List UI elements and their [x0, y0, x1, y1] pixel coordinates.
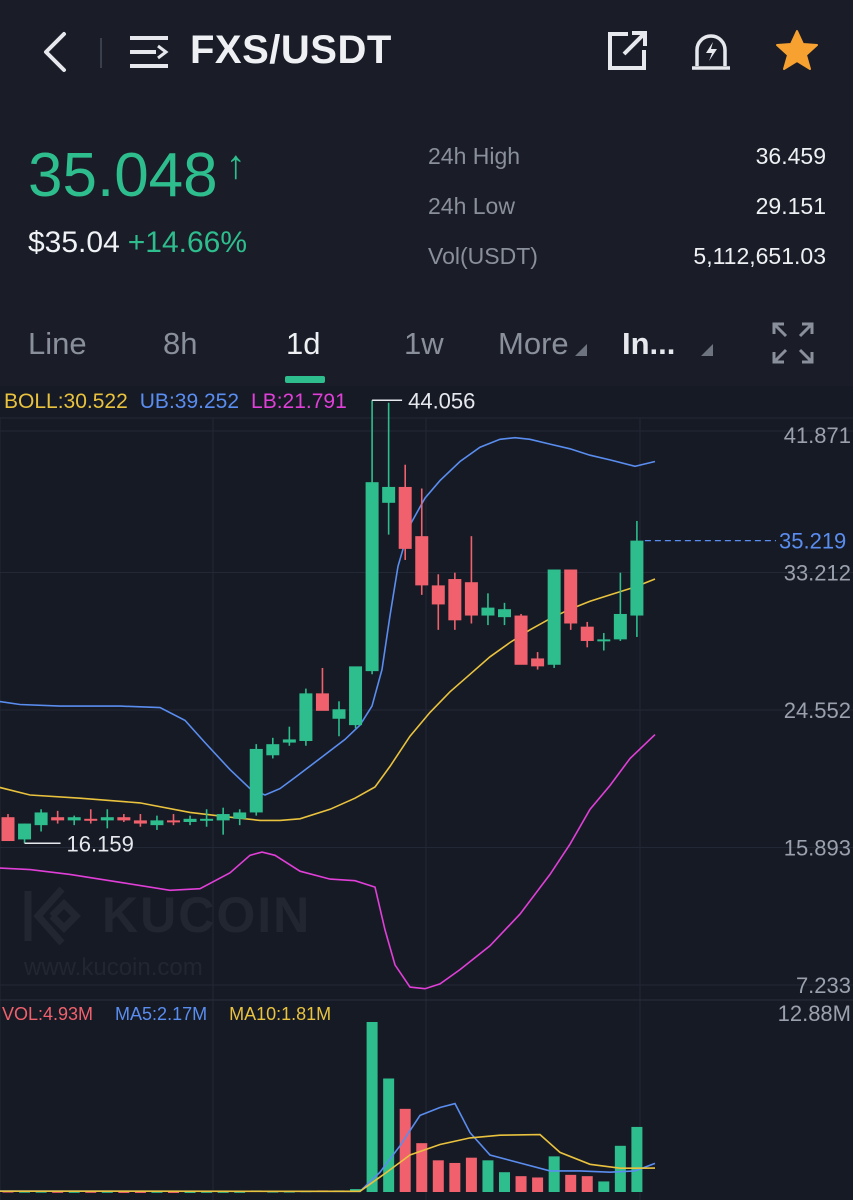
tab-indicators[interactable]: In... — [622, 326, 714, 362]
tab-8h[interactable]: 8h — [163, 326, 198, 361]
stat-value: 5,112,651.03 — [693, 243, 826, 269]
fullscreen-expand-icon[interactable] — [772, 322, 814, 364]
stat-24h-high: 24h High 36.459 — [428, 143, 826, 193]
tab-more[interactable]: More — [498, 326, 587, 362]
price-alert-icon[interactable] — [688, 28, 734, 74]
header-divider — [100, 38, 102, 68]
usd-price: $35.04 — [28, 226, 120, 259]
vol-value: VOL:4.93M — [2, 1004, 94, 1024]
interval-tabs: Line 8h 1d 1w More In... — [0, 318, 853, 384]
stat-value: 29.151 — [755, 193, 826, 219]
lb-value: LB:21.791 — [251, 390, 347, 413]
stat-label: 24h High — [428, 143, 521, 169]
favorite-star-icon[interactable] — [774, 28, 820, 74]
dropdown-triangle-icon — [701, 344, 714, 356]
share-icon[interactable] — [604, 28, 650, 74]
dropdown-triangle-icon — [574, 344, 587, 356]
volume-legend: VOL:4.93M MA5:2.17M MA10:1.81M — [2, 1004, 353, 1025]
stat-label: 24h Low — [428, 193, 515, 219]
header-bar: FXS/USDT — [0, 0, 853, 105]
stat-24h-low: 24h Low 29.151 — [428, 193, 826, 243]
stat-value: 36.459 — [755, 143, 826, 169]
stat-volume: Vol(USDT) 5,112,651.03 — [428, 243, 826, 293]
ma10-value: MA10:1.81M — [229, 1004, 332, 1024]
ub-value: UB:39.252 — [139, 390, 240, 413]
chart-area[interactable] — [0, 386, 853, 1200]
price-change-percent: +14.66% — [127, 226, 248, 259]
last-price: 35.048 — [28, 141, 218, 210]
boll-value: BOLL:30.522 — [4, 390, 128, 413]
price-up-arrow-icon: ↑ — [225, 143, 246, 187]
tab-indicators-label: In... — [622, 326, 676, 361]
price-summary: 35.048 ↑ $35.04 +14.66% — [28, 140, 247, 260]
back-arrow-icon[interactable] — [36, 28, 76, 76]
active-tab-indicator — [285, 376, 325, 383]
tab-1w[interactable]: 1w — [404, 326, 444, 361]
boll-legend: BOLL:30.522 UB:39.252 LB:21.791 — [4, 390, 359, 414]
stat-label: Vol(USDT) — [428, 243, 538, 269]
list-menu-icon[interactable] — [128, 32, 170, 72]
tab-line[interactable]: Line — [28, 326, 87, 361]
tab-more-label: More — [498, 326, 569, 361]
tab-1d[interactable]: 1d — [286, 326, 321, 361]
ma5-value: MA5:2.17M — [115, 1004, 208, 1024]
ticker-stats: 24h High 36.459 24h Low 29.151 Vol(USDT)… — [428, 143, 826, 293]
trading-pair-title[interactable]: FXS/USDT — [190, 28, 392, 72]
